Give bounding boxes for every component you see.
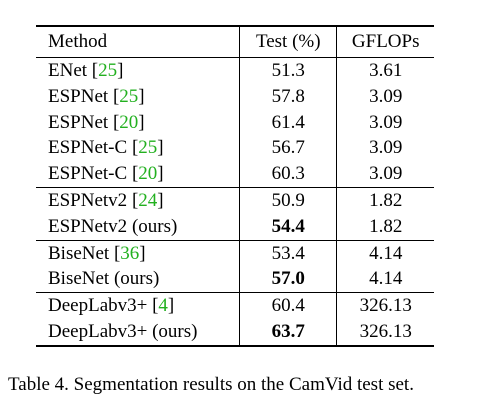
- method-cell: DeepLabv3+ (ours): [36, 319, 240, 346]
- method-cell: ESPNetv2 (ours): [36, 214, 240, 240]
- method-cell: BiseNet (ours): [36, 266, 240, 292]
- citation-link[interactable]: 20: [119, 111, 139, 133]
- gflops-cell: 3.09: [336, 135, 434, 162]
- citation-link[interactable]: 24: [138, 189, 158, 211]
- method-name: ESPNet-C: [48, 163, 128, 185]
- header-gflops: GFLOPs: [336, 26, 434, 58]
- header-test: Test (%): [239, 26, 337, 58]
- method-cell: ENet [25]: [48, 60, 124, 81]
- table-row: DeepLabv3+ (ours) 63.7 326.13: [36, 318, 434, 346]
- gflops-cell: 3.09: [336, 161, 434, 188]
- table-group: BiseNet [36] 53.4 4.14 BiseNet (ours) 57.0 4.…: [36, 240, 434, 293]
- table-group: ENet [25] 51.3 3.61 ESPNet [25] 57.8 3.09 ESPN…: [36, 57, 434, 188]
- method-suffix: (ours): [131, 215, 178, 237]
- table-row: ESPNetv2 (ours) 54.4 1.82: [36, 213, 434, 241]
- citation-link[interactable]: 36: [120, 242, 140, 264]
- citation-link[interactable]: 25: [98, 60, 118, 81]
- gflops-cell: 326.13: [336, 292, 434, 319]
- method-name: ESPNet-C: [48, 137, 128, 159]
- method-suffix: (ours): [113, 268, 160, 290]
- test-score-cell: 56.7: [239, 135, 337, 162]
- test-score-cell: 63.7: [239, 318, 337, 346]
- test-score-cell: 60.3: [239, 161, 337, 188]
- gflops-cell: 3.09: [336, 83, 434, 110]
- method-name: ENet: [48, 60, 88, 81]
- method-name: DeepLabv3+: [48, 295, 148, 317]
- table-row: ESPNet-C [20] 60.3 3.09: [36, 161, 434, 188]
- table-caption: Table 4. Segmentation results on the Cam…: [8, 374, 414, 395]
- method-name: BiseNet: [48, 242, 110, 264]
- citation-link[interactable]: 4: [158, 295, 168, 317]
- table-row: ESPNet [25] 57.8 3.09: [36, 83, 434, 110]
- method-name: BiseNet: [48, 268, 110, 290]
- table-group: ESPNetv2 [24] 50.9 1.82 ESPNetv2 (ours) 54.4…: [36, 187, 434, 241]
- test-score-cell: 54.4: [239, 213, 337, 241]
- table-row: BiseNet (ours) 57.0 4.14: [36, 266, 434, 293]
- table-group: DeepLabv3+ [4] 60.4 326.13 DeepLabv3+ (ours…: [36, 292, 434, 346]
- test-score-cell: 61.4: [239, 109, 337, 136]
- citation-link[interactable]: 25: [119, 85, 139, 107]
- method-name: ESPNetv2: [48, 189, 128, 211]
- test-score-cell: 51.3: [239, 57, 337, 84]
- gflops-cell: 3.61: [336, 57, 434, 84]
- method-cell: ESPNet [20]: [48, 111, 145, 133]
- gflops-cell: 326.13: [336, 318, 434, 346]
- table-row: DeepLabv3+ [4] 60.4 326.13: [36, 292, 434, 319]
- method-name: ESPNet: [48, 85, 109, 107]
- test-score-cell: 57.8: [239, 83, 337, 110]
- results-table: Method Test (%) GFLOPs ENet [25] 51.3 3.61…: [36, 25, 434, 347]
- method-cell: BiseNet [36]: [48, 242, 146, 264]
- method-cell: DeepLabv3+ [4]: [48, 295, 175, 317]
- test-score-cell: 60.4: [239, 292, 337, 319]
- test-score-cell: 50.9: [239, 187, 337, 214]
- table-row: ESPNet [20] 61.4 3.09: [36, 109, 434, 136]
- method-cell: ESPNet-C [25]: [48, 137, 164, 159]
- header-method: Method: [48, 31, 108, 52]
- test-score-cell: 57.0: [239, 266, 337, 293]
- results-table-container: Method Test (%) GFLOPs ENet [25] 51.3 3.61…: [36, 25, 434, 347]
- table-header: Method Test (%) GFLOPs: [36, 26, 434, 58]
- table-row: ESPNet-C [25] 56.7 3.09: [36, 135, 434, 162]
- gflops-cell: 3.09: [336, 109, 434, 136]
- method-cell: ESPNet [25]: [48, 85, 145, 107]
- gflops-cell: 4.14: [336, 266, 434, 293]
- header-row: Method Test (%) GFLOPs: [36, 26, 434, 58]
- method-name: ESPNetv2: [48, 215, 128, 237]
- gflops-cell: 1.82: [336, 187, 434, 214]
- gflops-cell: 4.14: [336, 240, 434, 267]
- method-suffix: (ours): [152, 320, 198, 342]
- table-row: ESPNetv2 [24] 50.9 1.82: [36, 187, 434, 214]
- method-cell: ESPNetv2 [24]: [48, 189, 164, 211]
- method-cell: ESPNet-C [20]: [48, 163, 164, 185]
- table-row: ENet [25] 51.3 3.61: [36, 57, 434, 84]
- method-name: DeepLabv3+: [48, 320, 148, 342]
- gflops-cell: 1.82: [336, 213, 434, 241]
- method-name: ESPNet: [48, 111, 109, 133]
- table-row: BiseNet [36] 53.4 4.14: [36, 240, 434, 267]
- test-score-cell: 53.4: [239, 240, 337, 267]
- citation-link[interactable]: 25: [138, 137, 158, 159]
- citation-link[interactable]: 20: [138, 163, 158, 185]
